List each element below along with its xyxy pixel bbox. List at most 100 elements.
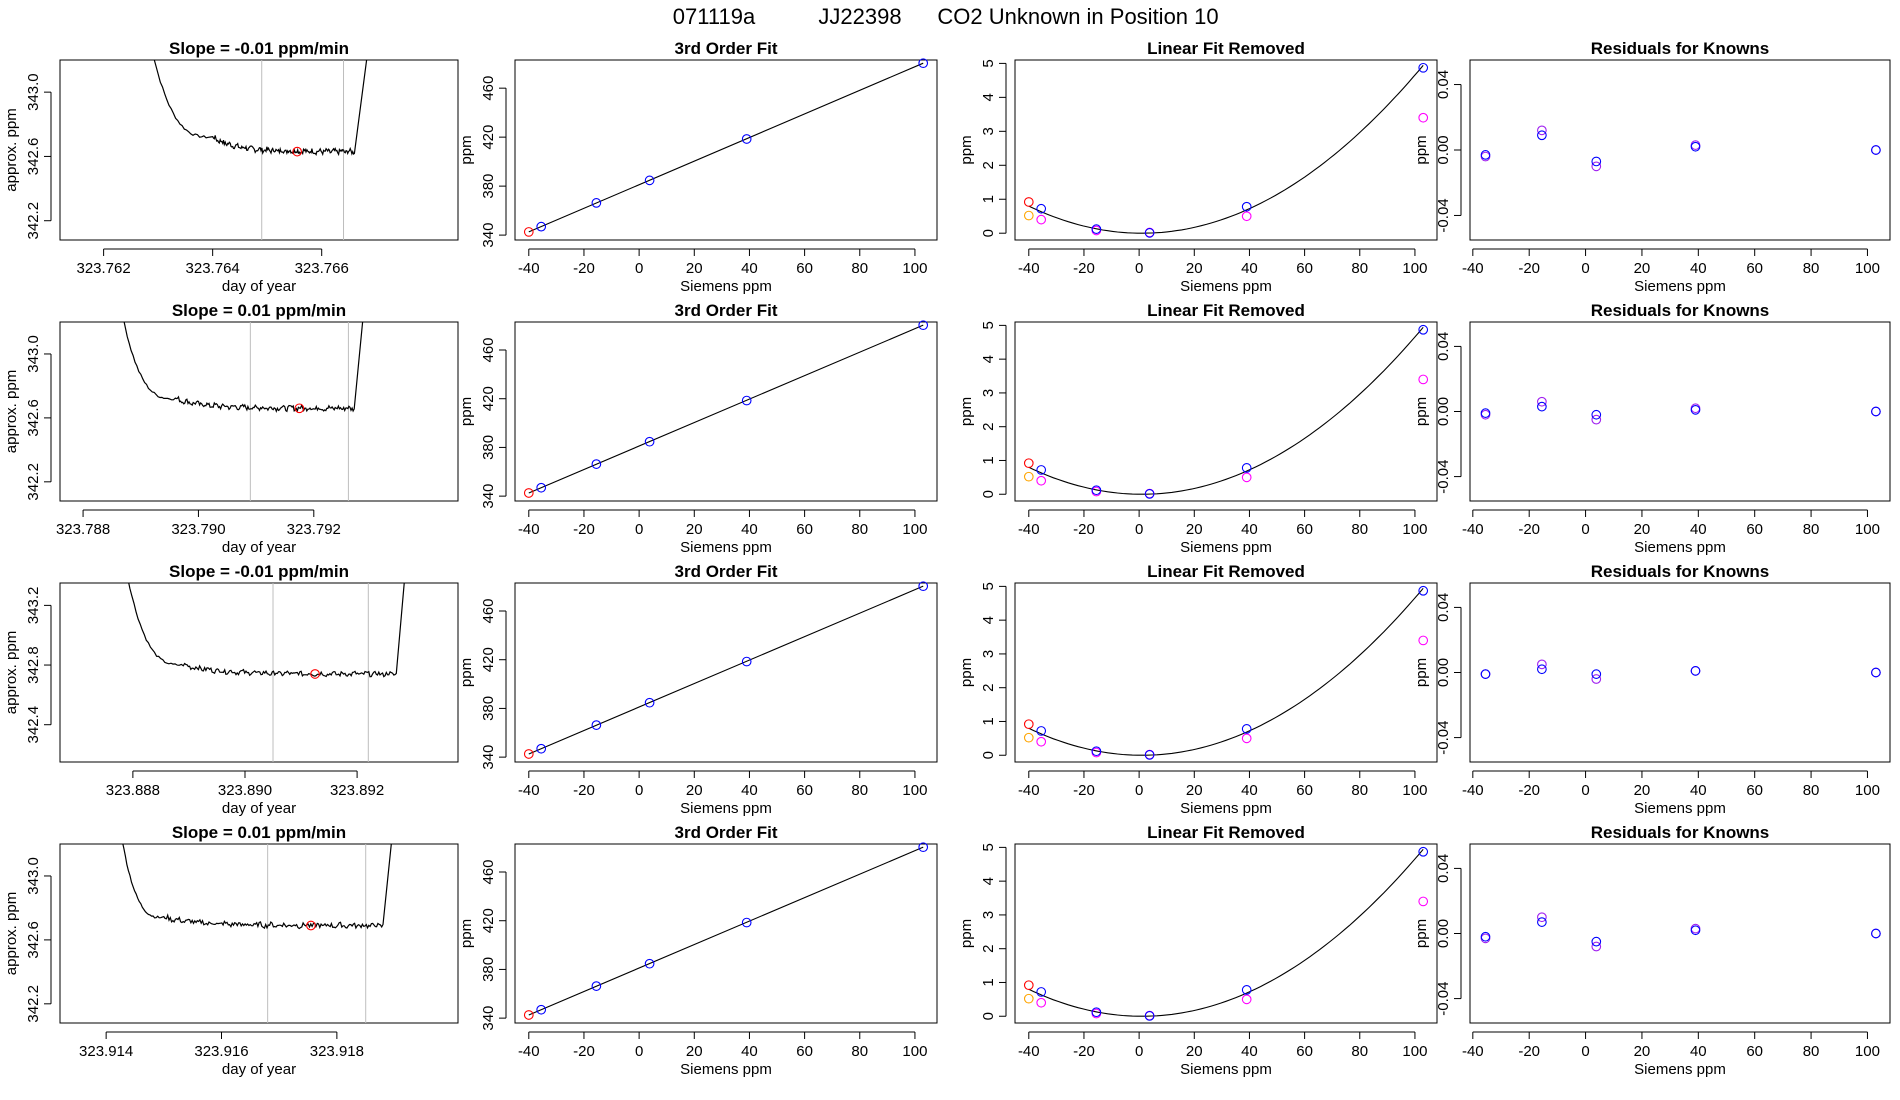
residual-point-a	[1480, 408, 1491, 418]
position-label: CO2 Unknown in Position 10	[937, 4, 1218, 29]
x-tick-label: 20	[1186, 521, 1203, 538]
fit-point	[1241, 463, 1252, 473]
plot-frame	[59, 59, 459, 241]
residual-point-a	[1871, 406, 1881, 417]
y-axis-label: approx. ppm	[3, 370, 20, 453]
fit-point	[1241, 724, 1252, 734]
x-axis: -40 -20 0 20 40 60 80 100	[1018, 248, 1427, 277]
y-tick-label: 340	[480, 484, 497, 509]
x-tick-label: 40	[1690, 521, 1707, 538]
residual-point-a	[1537, 130, 1547, 141]
x-tick-label: 20	[686, 260, 703, 277]
y-tick-label: 340	[480, 745, 497, 770]
residual-point-a	[1690, 405, 1701, 415]
plot-frame	[1469, 582, 1891, 763]
y-tick-label: 3	[980, 127, 997, 135]
x-axis: 323.762 323.764 323.766	[76, 248, 349, 277]
y-tick-label: 0.04	[1435, 854, 1452, 883]
panel-title: Slope = 0.01 ppm/min	[172, 301, 346, 320]
y-tick-label: 1	[980, 195, 997, 203]
panel-title: Residuals for Knowns	[1591, 301, 1770, 320]
panel-title: Residuals for Knowns	[1591, 823, 1770, 842]
offset-point	[1036, 475, 1047, 486]
fit-point	[644, 958, 655, 969]
x-axis: -40 -20 0 20 40 60 80 100	[1018, 1031, 1427, 1060]
y-tick-label: 0.04	[1435, 332, 1452, 361]
x-tick-label: 40	[1690, 782, 1707, 799]
residual-point-a	[1591, 669, 1602, 679]
panel-title: Linear Fit Removed	[1147, 39, 1305, 58]
y-tick-label: 343.0	[25, 335, 42, 373]
x-tick-label: 20	[686, 1043, 703, 1060]
x-tick-label: 20	[1186, 1043, 1203, 1060]
fit-point	[918, 320, 929, 331]
fit-point	[1036, 465, 1047, 475]
residual-point-a	[1871, 667, 1881, 678]
x-axis-label: day of year	[222, 1061, 296, 1078]
x-tick-label: 100	[1402, 782, 1427, 799]
x-tick-label: 80	[851, 1043, 868, 1060]
fit-point	[1144, 489, 1155, 499]
y-tick-label: 340	[480, 223, 497, 248]
y-tick-label: 5	[980, 843, 997, 851]
run-id: 071119a	[673, 4, 756, 29]
y-tick-label: 0	[980, 1012, 997, 1020]
residual-point-b	[1537, 125, 1547, 136]
x-tick-label: 40	[741, 521, 758, 538]
x-tick-label: -20	[1518, 521, 1540, 538]
y-tick-label: 343.0	[25, 73, 42, 111]
x-tick-label: -20	[573, 260, 595, 277]
unknown-point	[523, 1010, 534, 1020]
plot-frame	[514, 321, 938, 502]
y-axis: 342.4 342.8 343.2	[25, 587, 52, 744]
residual-point-b	[1591, 414, 1602, 425]
fit-point	[591, 981, 602, 991]
y-tick-label: 0	[980, 229, 997, 237]
x-axis-label: Siemens ppm	[1180, 800, 1272, 817]
y-tick-label: 4	[980, 616, 997, 624]
x-tick-label: -20	[1518, 1043, 1540, 1060]
x-tick-label: 80	[1803, 1043, 1820, 1060]
residual-point-b	[1537, 396, 1547, 407]
x-axis-label: Siemens ppm	[1634, 539, 1726, 556]
unknown-point	[523, 749, 534, 759]
x-tick-label: 0	[1135, 1043, 1143, 1060]
panel-title: Residuals for Knowns	[1591, 39, 1770, 58]
x-tick-label: 40	[1241, 782, 1258, 799]
trace-marker	[306, 920, 316, 931]
panel-trace-row-2: 323.788 323.790 323.792 342.2 342.6 343.0 Slop…	[3, 301, 459, 556]
panel-trace-row-1: 323.762 323.764 323.766 342.2 342.6 343.0 Slop…	[3, 39, 459, 295]
offset-point	[1036, 736, 1047, 747]
x-axis: -40 -20 0 20 40 60 80 100	[518, 1031, 927, 1060]
panel-linear-removed-row-4: -40 -20 0 20 40 60 80 100 0 1 2 3 4 5 Linear Fit Remov…	[958, 823, 1438, 1078]
panel-title: Linear Fit Removed	[1147, 562, 1305, 581]
panel-trace-row-4: 323.914 323.916 323.918 342.2 342.6 343.0 Slop…	[3, 823, 459, 1078]
fit-point	[918, 58, 929, 69]
trace-line	[123, 322, 364, 414]
offset-point	[1241, 994, 1252, 1005]
fit-point	[741, 134, 752, 144]
offset-point	[1241, 211, 1252, 222]
residual-point-a	[1690, 925, 1701, 936]
x-tick-label: -20	[1518, 260, 1540, 277]
panel-residuals-row-4: -40 -20 0 20 40 60 80 100 -0.04 0.00 0.04 Residuals…	[1413, 823, 1891, 1078]
y-tick-label: -0.04	[1435, 720, 1452, 754]
x-tick-label: -20	[573, 782, 595, 799]
panel-linear-removed-row-2: -40 -20 0 20 40 60 80 100 0 1 2 3 4 5 Linear Fit Remov…	[958, 301, 1438, 556]
x-tick-label: 80	[1351, 260, 1368, 277]
x-tick-label: 323.766	[295, 260, 349, 277]
residual-point-a	[1871, 145, 1881, 155]
fit-point	[1418, 585, 1429, 596]
unknown-point	[1023, 197, 1034, 207]
x-tick-label: 80	[1803, 521, 1820, 538]
panel-title: 3rd Order Fit	[675, 562, 778, 581]
y-tick-label: 4	[980, 93, 997, 101]
x-tick-label: 20	[1634, 782, 1651, 799]
x-tick-label: -40	[1462, 260, 1484, 277]
plot-frame	[59, 843, 459, 1024]
y-tick-label: 342.4	[25, 706, 42, 744]
fit-point	[536, 1004, 547, 1015]
unknown-point	[1023, 980, 1034, 991]
y-tick-label: 0.00	[1435, 658, 1452, 687]
y-tick-label: 3	[980, 389, 997, 397]
